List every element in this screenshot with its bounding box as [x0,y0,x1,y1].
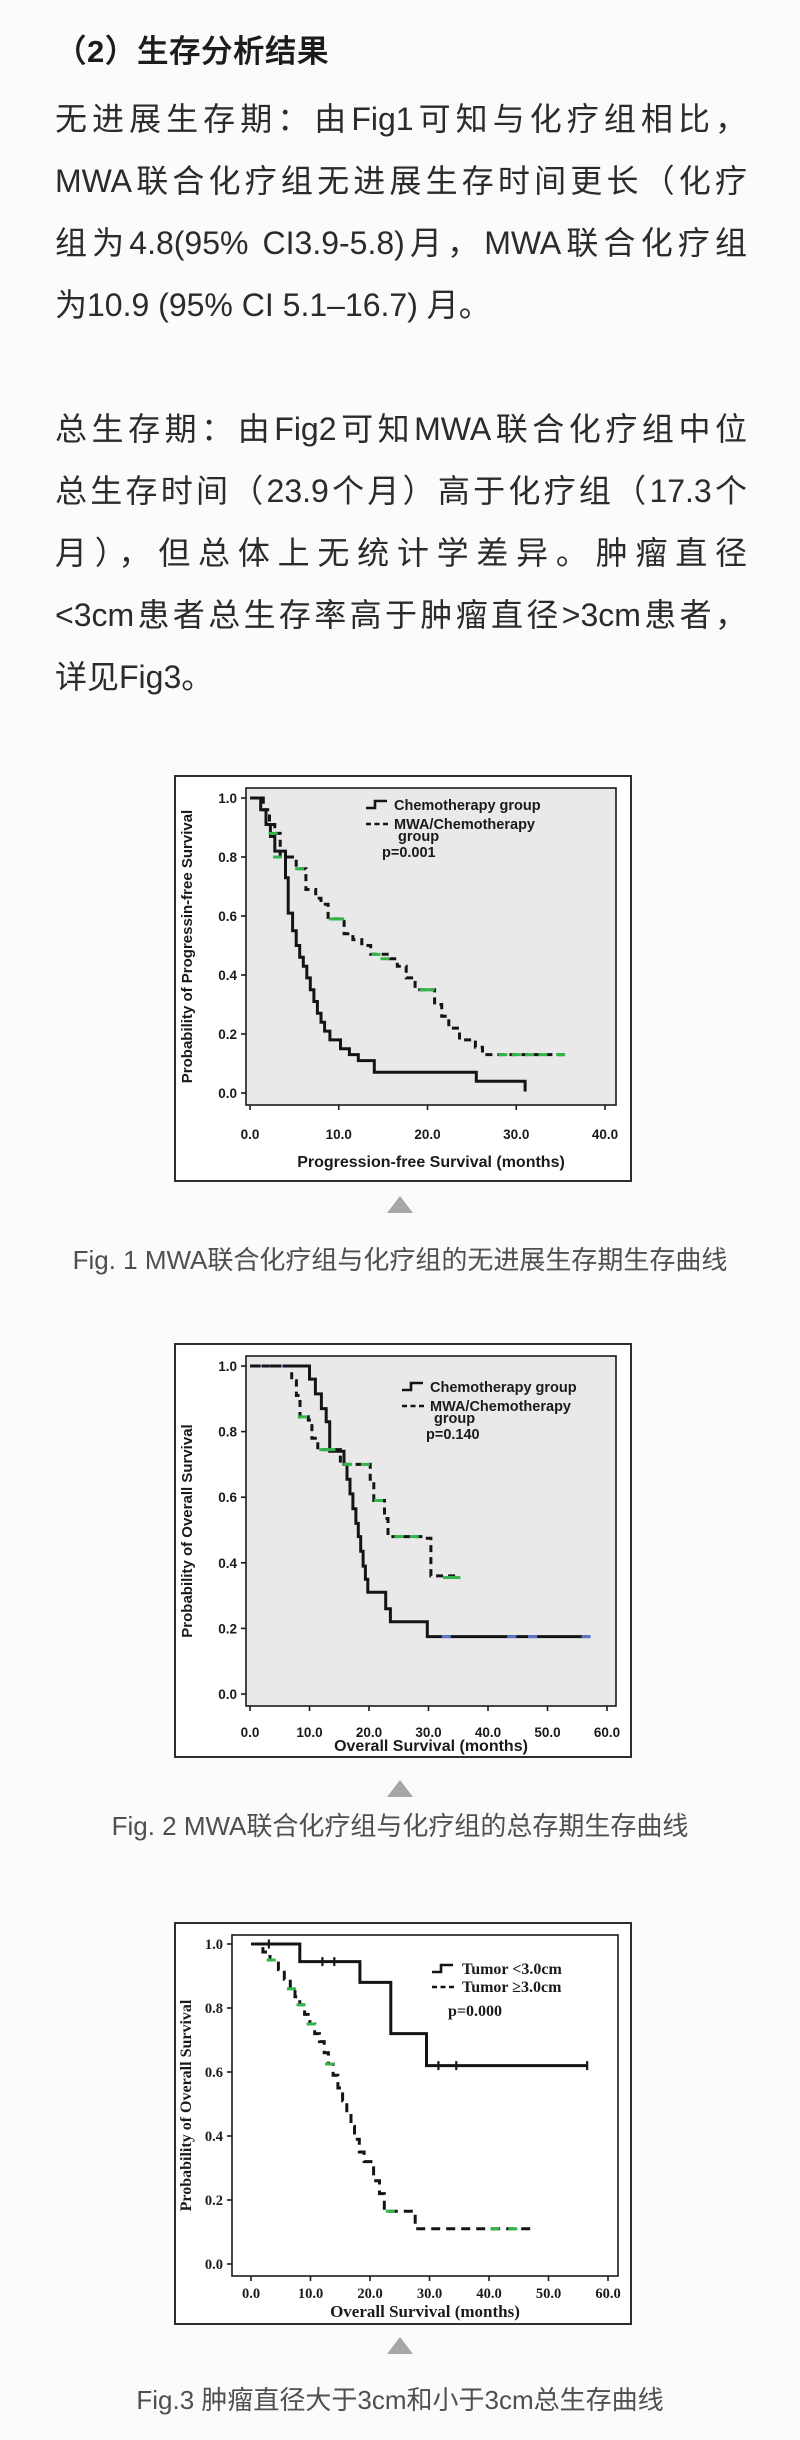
svg-text:40.0: 40.0 [475,1725,501,1740]
text-line: 组为4.8(95% CI3.9-5.8)月，MWA联合化疗组 [55,225,747,261]
svg-text:Tumor ≥3.0cm: Tumor ≥3.0cm [462,1979,562,1996]
svg-text:60.0: 60.0 [594,1725,620,1740]
svg-text:0.0: 0.0 [218,1687,237,1702]
svg-text:p=0.000: p=0.000 [448,2003,502,2020]
km-chart-progression-free-survival: 1.0 0.8 0.6 0.4 0.2 0.0 0.0 10.0 20.0 30.0 40.0 Pro… [179,787,618,1171]
text-line: MWA联合化疗组无进展生存时间更长（化疗 [55,163,747,199]
svg-text:Overall Survival (months): Overall Survival (months) [334,1738,528,1755]
svg-text:1.0: 1.0 [218,791,237,806]
svg-text:0.4: 0.4 [218,968,237,983]
svg-text:1.0: 1.0 [218,1359,237,1374]
svg-text:p=0.140: p=0.140 [426,1427,480,1443]
svg-text:50.0: 50.0 [534,1725,560,1740]
text-line: <3cm患者总生存率高于肿瘤直径>3cm患者， [55,597,747,633]
svg-text:0.8: 0.8 [205,2001,223,2017]
svg-text:Probability of Progressin-free: Probability of Progressin-free Survival [179,810,196,1083]
svg-text:MWA/Chemotherapy: MWA/Chemotherapy [430,1399,571,1415]
svg-text:10.0: 10.0 [296,1725,322,1740]
svg-text:0.2: 0.2 [205,2193,223,2209]
text-line: 无进展生存期：由Fig1可知与化疗组相比， [55,101,747,137]
svg-text:0.2: 0.2 [218,1027,237,1042]
text-line: 详见Fig3。 [55,659,214,695]
svg-text:0.6: 0.6 [218,1490,237,1505]
text-line: 总生存时间（23.9个月）高于化疗组（17.3个 [55,473,747,509]
text-line: 为10.9 (95% CI 5.1–16.7) 月。 [55,287,491,323]
svg-text:20.0: 20.0 [357,2286,382,2302]
svg-text:Chemotherapy group: Chemotherapy group [430,1380,577,1396]
svg-text:30.0: 30.0 [415,1725,441,1740]
svg-text:0.4: 0.4 [205,2129,223,2145]
figure-2-box: 1.0 0.8 0.6 0.4 0.2 0.0 0.0 10.0 20.0 30.0 40.0 50.… [174,1343,632,1758]
svg-text:p=0.001: p=0.001 [382,845,436,861]
figure-2-caption: Fig. 2 MWA联合化疗组与化疗组的总存期生存曲线 [111,1811,689,1841]
svg-text:Overall Survival (months): Overall Survival (months) [330,2302,520,2321]
svg-text:0.0: 0.0 [205,2257,223,2273]
svg-text:0.4: 0.4 [218,1556,237,1571]
section-heading: （2）生存分析结果 [55,34,330,69]
svg-text:10.0: 10.0 [298,2286,323,2302]
svg-text:Tumor <3.0cm: Tumor <3.0cm [462,1961,562,1978]
figure-1-box: 1.0 0.8 0.6 0.4 0.2 0.0 0.0 10.0 20.0 30.0 40.0 Pro… [174,775,632,1182]
svg-text:0.8: 0.8 [218,1425,237,1440]
km-chart-overall-survival-groups: 1.0 0.8 0.6 0.4 0.2 0.0 0.0 10.0 20.0 30.0 40.0 50.… [179,1355,620,1755]
figure-1-caption: Fig. 1 MWA联合化疗组与化疗组的无进展生存期生存曲线 [72,1245,728,1275]
svg-text:0.6: 0.6 [218,909,237,924]
figure-3-box: 1.0 0.8 0.6 0.4 0.2 0.0 0.0 10.0 20.0 30.0 40.0 50.… [174,1922,632,2325]
svg-text:0.0: 0.0 [241,1127,260,1142]
svg-text:30.0: 30.0 [417,2286,442,2302]
svg-text:0.0: 0.0 [218,1086,237,1101]
svg-text:0.0: 0.0 [242,2286,260,2302]
svg-text:Probability of Overall Surviva: Probability of Overall Survival [178,1999,195,2211]
svg-text:0.6: 0.6 [205,2065,223,2081]
svg-text:group: group [398,829,439,845]
km-chart-overall-survival-tumor-size: 1.0 0.8 0.6 0.4 0.2 0.0 0.0 10.0 20.0 30.0 40.0 50.… [178,1934,621,2321]
collapse-triangle-icon[interactable] [387,2337,413,2354]
svg-text:40.0: 40.0 [476,2286,501,2302]
paragraph-overall-survival: 总生存期：由Fig2可知MWA联合化疗组中位 总生存时间（23.9个月）高于化疗组… [55,398,747,708]
figure-3-caption: Fig.3 肿瘤直径大于3cm和小于3cm总生存曲线 [136,2385,664,2415]
svg-text:40.0: 40.0 [592,1127,618,1142]
svg-text:0.0: 0.0 [241,1725,260,1740]
svg-text:Chemotherapy group: Chemotherapy group [394,798,541,814]
svg-text:Progression-free Survival (mon: Progression-free Survival (months) [297,1154,565,1171]
svg-text:10.0: 10.0 [326,1127,352,1142]
collapse-triangle-icon[interactable] [387,1196,413,1213]
text-line: 总生存期：由Fig2可知MWA联合化疗组中位 [55,411,747,447]
svg-text:0.8: 0.8 [218,850,237,865]
svg-text:20.0: 20.0 [414,1127,440,1142]
text-line: 月），但总体上无统计学差异。肿瘤直径 [55,535,747,571]
svg-text:Probability of Overall Surviva: Probability of Overall Survival [179,1424,196,1637]
svg-text:1.0: 1.0 [205,1937,223,1953]
svg-text:20.0: 20.0 [356,1725,382,1740]
svg-text:30.0: 30.0 [503,1127,529,1142]
svg-text:group: group [434,1411,475,1427]
svg-text:60.0: 60.0 [595,2286,620,2302]
svg-text:0.2: 0.2 [218,1621,237,1636]
collapse-triangle-icon[interactable] [387,1780,413,1797]
paragraph-progression-free-survival: 无进展生存期：由Fig1可知与化疗组相比， MWA联合化疗组无进展生存时间更长（化… [55,88,747,336]
svg-text:50.0: 50.0 [536,2286,561,2302]
svg-text:MWA/Chemotherapy: MWA/Chemotherapy [394,817,535,833]
